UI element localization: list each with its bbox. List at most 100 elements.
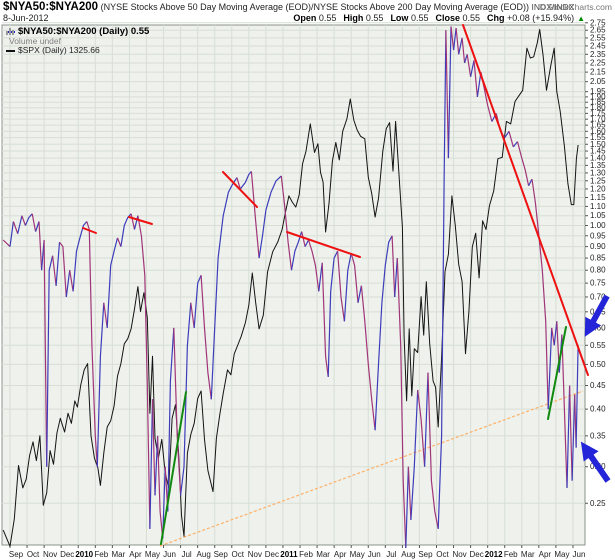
ratio-line-segment [394,258,398,298]
ratio-line-segment [157,435,164,539]
x-axis-label: Feb [504,550,518,559]
red-trendline [128,216,153,225]
y-axis-label: 0.35 [590,431,606,440]
legend-item-volume: Volume undef [6,28,149,47]
ratio-line-segment [455,27,460,55]
y-axis-label: 1.20 [590,184,606,193]
ratio-line-segment [86,221,98,467]
ratio-line-segment [43,239,48,467]
ratio-line-segment [569,385,573,481]
annotation-arrow-icon [584,294,610,337]
ratio-line-segment [464,54,468,64]
ratio-line-segment [504,130,510,139]
legend-item-spx: $SPX (Daily) 1325.66 [6,45,149,56]
ratio-line-segment [318,262,323,292]
y-axis-label: 1.75 [590,109,606,118]
ratio-line-segment [301,231,306,247]
y-axis-label: 0.90 [590,242,606,251]
y-axis-label: 0.75 [590,279,606,288]
ratio-line-segment [357,285,362,303]
ratio-line-segment [321,262,329,377]
green-trendline [160,391,187,545]
ratio-line-segment [424,372,429,467]
ratio-line-segment [236,177,241,190]
y-axis-label: 0.55 [590,341,606,350]
x-axis-label: Oct [27,550,40,559]
ratio-line-segment [470,60,475,77]
ratio-line-segment [307,239,320,292]
ratio-line-segment [427,372,439,530]
quote-value: 0.55 [363,13,384,23]
x-axis-label: Jun [163,550,176,559]
ratio-line-segment [103,302,108,328]
y-axis-label: 1.45 [590,147,606,156]
y-axis-label: 2.65 [590,26,606,35]
x-axis-label: Nov [43,550,57,559]
x-axis-label: Aug [197,550,211,559]
ratio-line-segment [516,141,530,186]
ratio-line-segment [154,435,159,496]
ratio-line-segment [2,239,11,248]
x-axis-label: Jul [181,550,191,559]
ratio-line-segment [410,389,419,521]
y-axis-label: 1.90 [590,92,606,101]
ratio-line-segment [551,327,555,346]
x-axis-label: Apr [129,550,142,559]
y-axis-label: 1.15 [590,193,606,202]
x-axis-label: Sep [9,550,24,559]
ratio-line-segment [173,327,182,496]
quote-label: Close [435,13,460,23]
x-axis-label: Jul [386,550,396,559]
ratio-line-segment [531,179,549,410]
orange-dashed-trendline [159,390,584,547]
ratio-line-segment [466,54,472,77]
ratio-line-segment [512,141,518,148]
x-axis-label: Mar [521,550,535,559]
quote-value: 0.55 [316,13,337,23]
x-axis-label: Sep [214,550,229,559]
y-axis-label: 1.50 [590,140,606,149]
ratio-line-segment [391,235,396,298]
red-trendline [82,227,97,234]
y-axis-label: 1.60 [590,127,606,136]
ratio-line-segment [24,213,33,226]
y-axis-label: 0.45 [590,381,606,390]
y-axis-label: 2.45 [590,41,606,50]
ratio-line-segment [151,399,156,496]
x-axis-label: Sep [418,550,433,559]
y-axis-label: 2.05 [590,77,606,86]
ratio-line-segment [55,242,61,286]
x-axis-label: Aug [401,550,415,559]
quote-label: Chg [487,13,505,23]
spx-line [2,29,579,547]
ratio-line-segment [445,30,449,159]
x-axis-label: Jun [368,550,381,559]
ratio-line-segment [447,26,452,159]
y-axis-label: 0.85 [590,254,606,263]
x-axis-label: Apr [539,550,552,559]
x-axis-label: Dec [265,550,279,559]
ratio-line-segment [461,37,466,64]
ratio-line-segment [21,215,26,226]
quote-label: Open [293,13,317,23]
ratio-line-segment [38,221,43,271]
ratio-line-segment [167,327,175,512]
y-axis-label: 1.85 [590,98,606,107]
ratio-line-segment [96,302,105,467]
legend-ratio-label: $NYA50:$NYA200 (Daily) 0.55 [18,26,150,37]
ratio-line-segment [106,237,119,328]
ratio-line-segment [46,255,54,467]
y-axis-label: 2.15 [590,68,606,77]
x-axis-label: May [554,550,569,559]
ratio-line-segment [250,171,260,259]
y-axis-label: 2.35 [590,50,606,59]
ratio-line-segment [566,385,571,488]
ratio-line-segment [571,394,576,481]
y-axis-label: 1.30 [590,168,606,177]
ratio-line-segment [327,250,339,377]
y-axis-label: 1.05 [590,211,606,220]
x-axis-label: 2011 [280,550,298,559]
stockcharts-credit: © StockCharts.com [538,2,612,12]
ratio-line-segment [547,327,553,410]
x-axis-label: May [145,550,160,559]
